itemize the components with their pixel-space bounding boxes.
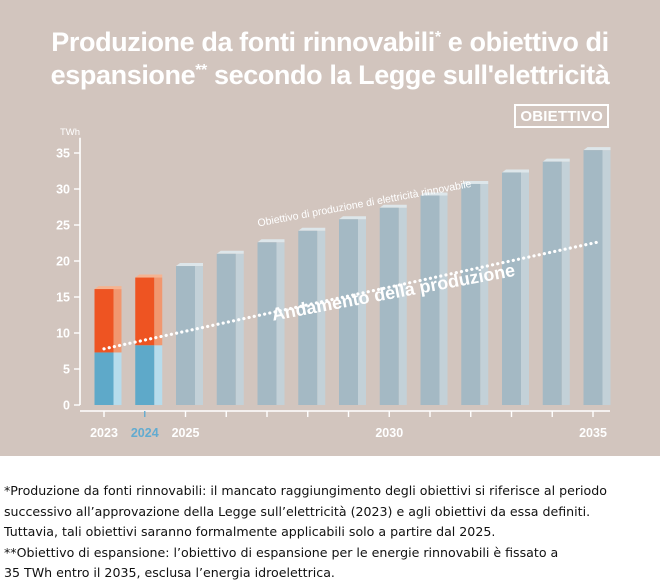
target-bar — [542, 158, 570, 405]
footnotes: *Produzione da fonti rinnovabili: il man… — [4, 481, 660, 584]
actual-bar-base-side — [113, 352, 122, 405]
target-bar-front — [420, 195, 440, 405]
actual-bar — [94, 286, 122, 405]
actual-bar-upper — [135, 277, 155, 346]
target-bar — [257, 239, 285, 405]
actual-bar-base — [94, 352, 114, 405]
target-bar-side — [439, 195, 448, 405]
chart-title: Produzione da fonti rinnovabili* e obiet… — [0, 26, 660, 92]
y-tick-label: 10 — [56, 327, 70, 341]
target-bar-side — [358, 219, 366, 405]
footnote-line: successivo all’approvazione della Legge … — [4, 503, 591, 519]
actual-bar-upper-side — [113, 289, 122, 353]
y-tick-label: 20 — [56, 255, 70, 269]
actual-bar-top — [135, 274, 163, 278]
title-line-2-footnote-mark: ** — [195, 62, 207, 79]
target-bar-top — [176, 263, 203, 267]
title-line-2-text: espansione — [50, 60, 196, 90]
target-bar-top — [339, 216, 366, 220]
y-tick-label: 30 — [56, 183, 70, 197]
y-axis-unit: TWh — [60, 127, 80, 138]
actual-bar-base-side — [154, 345, 163, 405]
x-tick-label: 2025 — [172, 426, 200, 440]
target-bar — [420, 192, 448, 405]
target-bar — [339, 216, 366, 405]
title-line-1-text: Produzione da fonti rinnovabili — [51, 27, 435, 57]
actual-bar-top — [94, 286, 122, 290]
chart-title-line-2: espansione** secondo la Legge sull'elett… — [0, 59, 660, 92]
target-badge: OBIETTIVO — [514, 104, 609, 128]
target-bar-side — [521, 172, 529, 405]
target-bar-top — [216, 250, 244, 254]
target-bar-side — [561, 161, 570, 405]
target-bar — [379, 204, 407, 405]
target-bar-top — [257, 239, 285, 243]
target-bar-side — [235, 253, 244, 405]
target-bar-top — [461, 180, 489, 184]
target-bar — [216, 250, 244, 405]
target-bar-top — [583, 147, 611, 151]
title-line-1-rest: e obiettivo di — [440, 27, 609, 57]
y-tick-label: 15 — [56, 291, 70, 305]
target-bars — [176, 147, 611, 405]
footnote-line: *Produzione da fonti rinnovabili: il man… — [4, 483, 607, 498]
x-tick-label: 2035 — [579, 426, 607, 440]
target-bar-side — [602, 150, 611, 405]
actual-bar — [135, 274, 163, 405]
y-tick-label: 35 — [56, 147, 70, 161]
actual-bar-upper-side — [154, 277, 163, 346]
footnote-line: 35 TWh entro il 2035, esclusa l’energia … — [4, 565, 335, 581]
target-bar-top — [502, 169, 529, 173]
target-bar-side — [480, 183, 489, 405]
target-bar-top — [420, 192, 448, 196]
target-bar — [461, 180, 489, 405]
target-bar-front — [379, 207, 399, 405]
target-bar-side — [317, 230, 326, 405]
target-bar-side — [398, 207, 407, 405]
target-bar-front — [339, 219, 358, 405]
actual-bars — [94, 274, 163, 405]
chart-title-line-1: Produzione da fonti rinnovabili* e obiet… — [0, 26, 660, 59]
target-bar-top — [379, 204, 407, 208]
target-bar — [502, 169, 529, 405]
title-line-2-rest: secondo la Legge sull'elettricità — [206, 60, 610, 90]
x-tick-label: 2023 — [90, 426, 118, 440]
x-tick-label: 2030 — [375, 426, 403, 440]
y-tick-label: 5 — [63, 363, 70, 377]
target-bar-front — [583, 150, 603, 405]
title-line-1-footnote-mark: * — [434, 29, 441, 46]
target-bar-front — [461, 183, 481, 405]
trend-line — [102, 240, 599, 351]
target-bar-front — [257, 242, 277, 405]
target-bar-front — [542, 161, 562, 405]
target-bar-front — [216, 253, 236, 405]
target-bar-front — [298, 230, 318, 405]
actual-bar-base — [135, 345, 155, 405]
target-bar-front — [176, 266, 195, 405]
x-tick-label: 2024 — [131, 426, 159, 440]
target-bar — [298, 227, 326, 405]
y-tick-label: 0 — [63, 399, 70, 413]
footnote-line: **Obiettivo di espansione: l’obiettivo d… — [4, 544, 559, 560]
actual-bar-upper — [94, 289, 114, 353]
target-bar-side — [276, 242, 285, 405]
y-tick-label: 25 — [56, 219, 70, 233]
footnote-line: Tuttavia, tali obiettivi saranno formalm… — [4, 524, 496, 540]
target-bar-side — [195, 266, 203, 405]
target-bar-top — [542, 158, 570, 162]
target-bar — [583, 147, 611, 405]
target-bar — [176, 263, 203, 405]
target-bar-top — [298, 227, 326, 231]
target-bar-front — [502, 172, 521, 405]
